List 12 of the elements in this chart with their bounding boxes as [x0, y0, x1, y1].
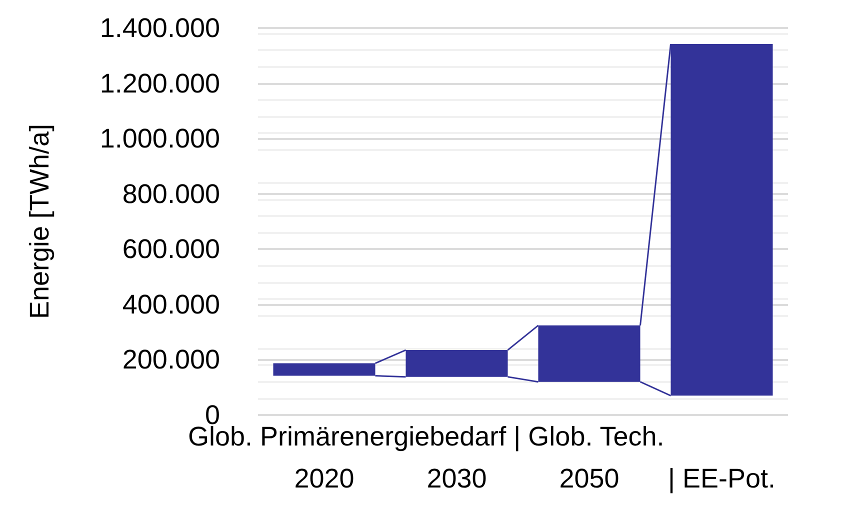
y-tick-label: 1.200.000: [100, 68, 220, 98]
x-tick-label: | EE-Pot.: [668, 464, 776, 494]
x-tick-label: 2030: [426, 464, 487, 494]
x-tick-label: 2020: [294, 464, 354, 494]
x-tick-label: 2050: [559, 464, 620, 494]
y-tick-label: 600.000: [122, 234, 220, 264]
y-tick-label: 800.000: [122, 178, 220, 209]
y-tick-label: 400.000: [122, 289, 220, 320]
y-tick-label: 1.000.000: [100, 124, 220, 154]
y-tick-label: 200.000: [122, 344, 220, 375]
y-tick-label: 1.400.000: [100, 13, 220, 43]
y-axis-title: Energie [TWh/a]: [24, 124, 54, 320]
